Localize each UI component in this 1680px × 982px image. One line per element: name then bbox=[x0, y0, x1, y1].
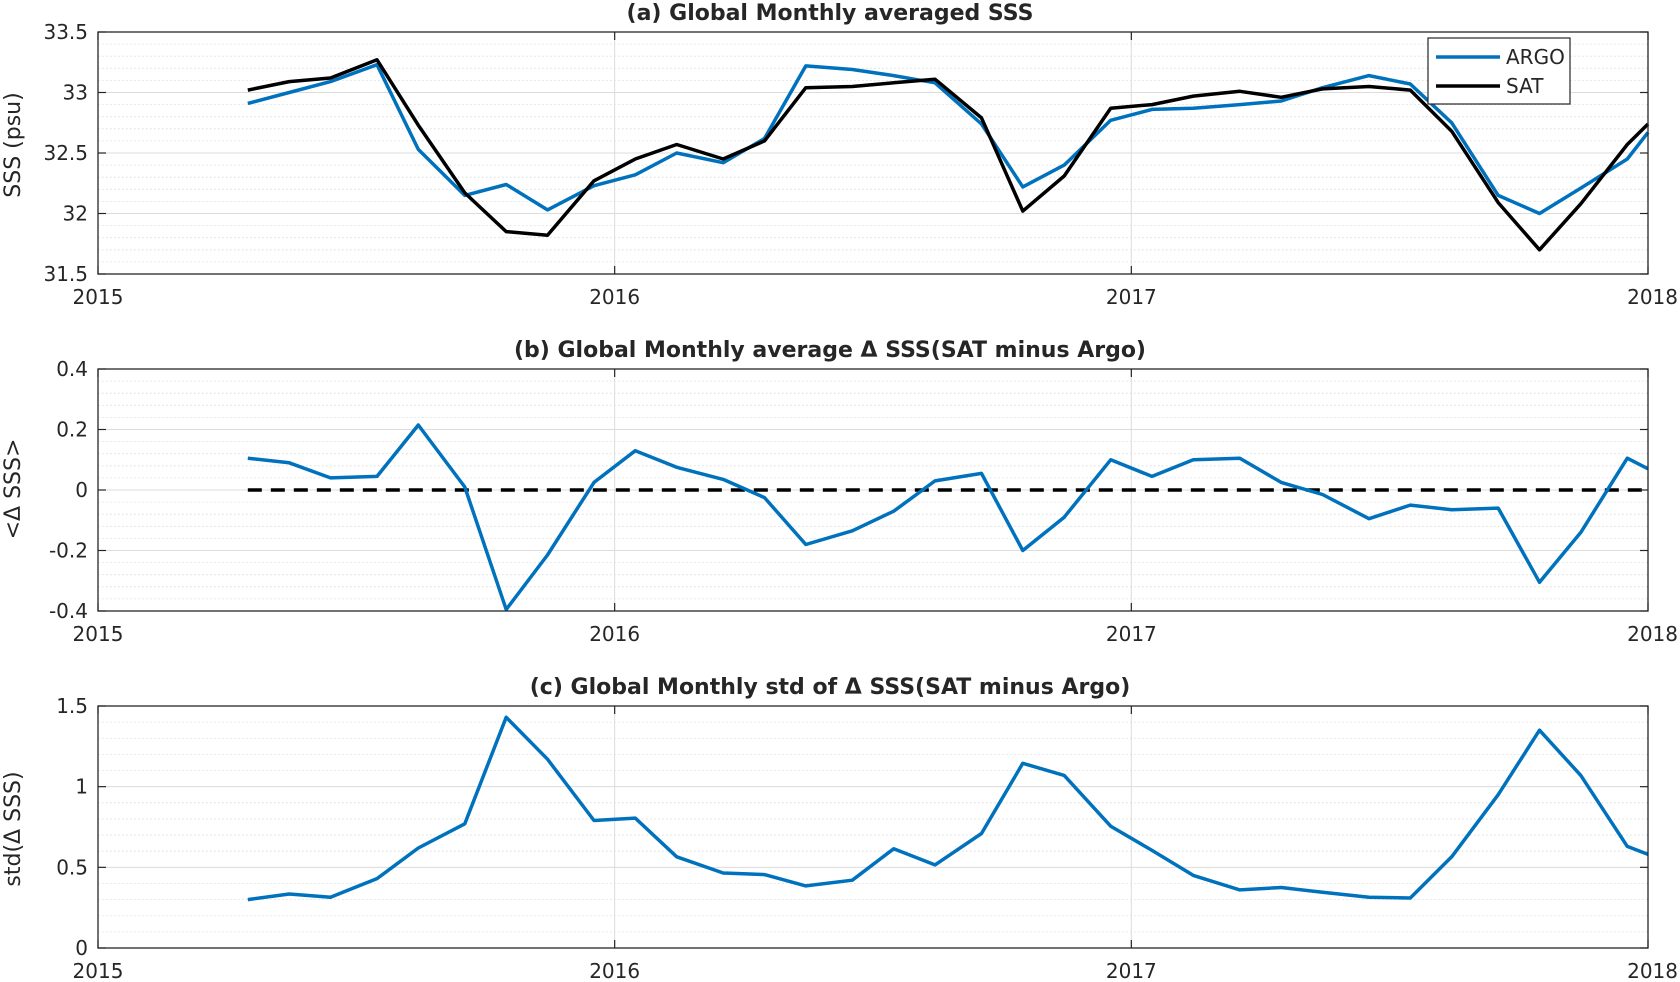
legend-label-argo: ARGO bbox=[1506, 45, 1565, 69]
axes-frame bbox=[97, 368, 1649, 612]
y-tick-label: 0.2 bbox=[56, 418, 88, 442]
axes-box bbox=[97, 705, 1649, 949]
x-tick-label: 2018 bbox=[1627, 285, 1678, 309]
grid bbox=[97, 705, 1649, 949]
x-tick-label: 2015 bbox=[73, 285, 124, 309]
y-axis-label: SSS (psu) bbox=[1, 92, 26, 197]
panel-b: (b) Global Monthly average Δ SSS(SAT min… bbox=[1, 338, 1678, 646]
legend: ARGO SAT bbox=[1427, 37, 1571, 105]
tick-labels: 31.5 32 32.5 33 33.5 2015 2016 2017 2018 bbox=[43, 20, 1678, 309]
grid bbox=[97, 31, 1649, 275]
y-tick-label: -0.2 bbox=[49, 539, 88, 563]
y-tick-label: 0 bbox=[75, 478, 88, 502]
series-line bbox=[247, 715, 1649, 902]
panel-c: (c) Global Monthly std of Δ SSS(SAT minu… bbox=[1, 675, 1678, 982]
y-tick-label: 33 bbox=[63, 81, 88, 105]
tick-labels: -0.4 -0.2 0 0.2 0.4 2015 2016 2017 2018 bbox=[49, 357, 1678, 646]
x-tick-label: 2017 bbox=[1106, 622, 1157, 646]
x-tick-label: 2015 bbox=[73, 622, 124, 646]
y-tick-label: 31.5 bbox=[43, 262, 88, 286]
chart-title: (a) Global Monthly averaged SSS bbox=[627, 1, 1034, 26]
y-axis-label: std(Δ SSS) bbox=[1, 771, 26, 886]
y-tick-label: 0.4 bbox=[56, 357, 88, 381]
series-line bbox=[247, 423, 1649, 612]
y-tick-label: 32 bbox=[63, 202, 88, 226]
y-tick-label: 1 bbox=[75, 775, 88, 799]
x-tick-label: 2018 bbox=[1627, 959, 1678, 982]
axes-frame bbox=[97, 705, 1649, 949]
y-tick-label: -0.4 bbox=[49, 599, 88, 623]
plot-area bbox=[247, 423, 1649, 612]
y-tick-label: 33.5 bbox=[43, 20, 88, 44]
y-tick-label: 32.5 bbox=[43, 141, 88, 165]
chart-title: (c) Global Monthly std of Δ SSS(SAT minu… bbox=[530, 675, 1131, 700]
legend-box bbox=[1427, 37, 1571, 105]
x-tick-label: 2016 bbox=[589, 285, 640, 309]
x-tick-label: 2015 bbox=[73, 959, 124, 982]
axes-frame bbox=[97, 31, 1649, 275]
series-line-sat bbox=[247, 58, 1650, 252]
tick-labels: 0 0.5 1 1.5 2015 2016 2017 2018 bbox=[56, 694, 1678, 982]
panel-a: (a) Global Monthly averaged SSS 31.5 32 32… bbox=[1, 1, 1678, 309]
plot-area bbox=[247, 715, 1649, 902]
x-tick-label: 2018 bbox=[1627, 622, 1678, 646]
y-tick-label: 1.5 bbox=[56, 694, 88, 718]
y-tick-label: 0.5 bbox=[56, 855, 88, 879]
y-axis-label: <Δ SSS> bbox=[1, 439, 26, 540]
legend-label-sat: SAT bbox=[1506, 74, 1544, 98]
y-tick-label: 0 bbox=[75, 936, 88, 960]
x-tick-label: 2017 bbox=[1106, 959, 1157, 982]
chart-title: (b) Global Monthly average Δ SSS(SAT min… bbox=[514, 338, 1146, 363]
x-tick-label: 2017 bbox=[1106, 285, 1157, 309]
x-tick-label: 2016 bbox=[589, 622, 640, 646]
x-tick-label: 2016 bbox=[589, 959, 640, 982]
